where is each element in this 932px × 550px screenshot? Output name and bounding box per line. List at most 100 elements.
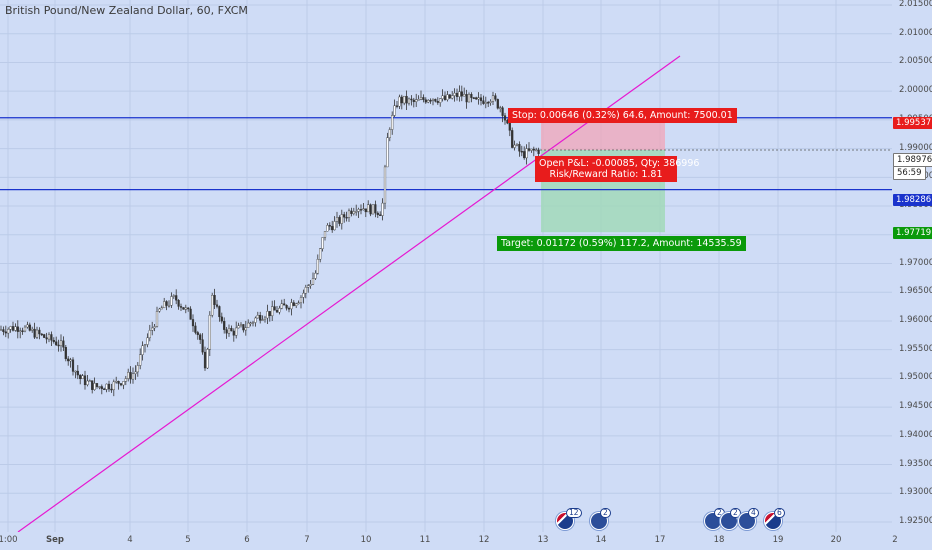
event-count-badge: 12 — [566, 508, 582, 518]
candle-body — [278, 308, 281, 313]
candle-body — [194, 325, 197, 333]
event-count-badge: 2 — [730, 508, 741, 518]
candle-body — [211, 295, 214, 316]
price-axis[interactable]: 2.015002.010002.005002.000001.995001.990… — [892, 0, 932, 550]
candle-body — [9, 326, 12, 330]
event-count-badge: 4 — [748, 508, 759, 518]
candle-body — [359, 209, 363, 211]
candle-body — [31, 328, 34, 331]
candle-body — [292, 302, 295, 306]
candle-body — [139, 354, 142, 366]
candle-body — [290, 302, 293, 310]
price-tick-label: 1.93000 — [899, 487, 932, 498]
candle-body — [417, 99, 420, 101]
candle-body — [19, 330, 22, 332]
economic-event-icon[interactable]: 6 — [764, 508, 785, 530]
open-pl-label[interactable]: Open P&L: -0.00085, Qty: 386996 Risk/Rew… — [535, 156, 699, 182]
candle-body — [237, 325, 240, 329]
chart-pane[interactable]: British Pound/New Zealand Dollar, 60, FX… — [0, 0, 892, 532]
time-tick-label: 12 — [478, 535, 490, 545]
candle-body — [160, 307, 163, 310]
candle-body — [477, 97, 480, 100]
candle-body — [155, 311, 159, 327]
candle-body — [55, 341, 58, 346]
candle-body — [367, 204, 370, 213]
time-tick-label: 5 — [185, 535, 191, 545]
candle-body — [304, 287, 307, 294]
candle-body — [355, 211, 358, 213]
candle-body — [434, 98, 437, 102]
candle-body — [499, 107, 502, 109]
chart-canvas[interactable] — [0, 0, 892, 532]
candle-body — [131, 373, 135, 380]
candle-body — [251, 322, 255, 324]
candle-body — [398, 96, 401, 107]
time-axis[interactable]: 1:00 Sep 4 5 6 7 10 11 12 13 14 17 18 19 20 2 — [0, 532, 932, 550]
candle-body — [460, 91, 463, 97]
candle-body — [127, 372, 130, 379]
time-tick-label: 10 — [360, 535, 372, 545]
price-tick-label: 1.97000 — [899, 257, 932, 268]
candle-body — [511, 130, 514, 148]
candle-body — [93, 383, 96, 390]
candle-body — [311, 278, 315, 285]
target-label[interactable]: Target: 0.01172 (0.59%) 117.2, Amount: 1… — [497, 236, 746, 251]
candle-body — [81, 375, 84, 380]
candle-body — [191, 319, 195, 327]
candle-body — [141, 345, 144, 355]
candle-body — [275, 310, 279, 313]
candle-body — [33, 328, 36, 338]
candle-body — [57, 344, 60, 347]
candle-body — [45, 337, 48, 340]
candle-body — [103, 388, 106, 391]
candle-body — [446, 94, 449, 100]
candle-body — [376, 212, 379, 215]
candle-body — [415, 99, 418, 103]
candle-body — [0, 329, 3, 331]
candle-body — [261, 319, 264, 321]
economic-event-icon[interactable]: 2 — [590, 508, 611, 530]
candle-body — [285, 304, 288, 309]
time-tick-label: 13 — [537, 535, 549, 545]
candle-body — [489, 101, 492, 103]
candle-body — [91, 380, 94, 390]
candle-body — [343, 214, 346, 218]
current-price-tag: 1.98976 — [893, 153, 932, 167]
candle-body — [129, 372, 132, 380]
candle-body — [220, 316, 223, 322]
candle-body — [175, 295, 178, 301]
candle-body — [273, 306, 276, 311]
candle-body — [184, 307, 187, 310]
candle-body — [458, 91, 461, 97]
candle-body — [59, 340, 63, 346]
candle-body — [177, 300, 180, 307]
candle-body — [50, 334, 53, 341]
candle-body — [232, 330, 235, 336]
candle-body — [405, 95, 408, 104]
economic-event-icon[interactable]: 12 — [556, 508, 582, 530]
time-tick-label: 7 — [304, 535, 310, 545]
candle-body — [271, 306, 274, 317]
candle-body — [419, 97, 423, 100]
candle-body — [352, 211, 355, 214]
symbol-title: British Pound/New Zealand Dollar, 60, FX… — [5, 4, 248, 17]
candle-body — [470, 94, 473, 98]
candle-body — [196, 332, 199, 335]
candle-body — [441, 95, 444, 99]
candle-body — [508, 122, 511, 131]
time-tick-label: 11 — [419, 535, 431, 545]
candle-body — [388, 129, 391, 138]
stop-label[interactable]: Stop: 0.00646 (0.32%) 64.6, Amount: 7500… — [508, 108, 737, 123]
candle-body — [383, 166, 387, 204]
candle-body — [494, 95, 497, 100]
candle-body — [98, 386, 101, 388]
economic-event-icon[interactable]: 4 — [738, 508, 759, 530]
economic-event-icon[interactable]: 2 — [720, 508, 741, 530]
price-tick-label: 2.01000 — [899, 27, 932, 38]
candle-body — [134, 371, 137, 375]
candle-body — [47, 334, 51, 340]
candle-body — [319, 248, 322, 260]
candle-body — [371, 204, 375, 215]
price-tick-label: 2.00000 — [899, 85, 932, 96]
